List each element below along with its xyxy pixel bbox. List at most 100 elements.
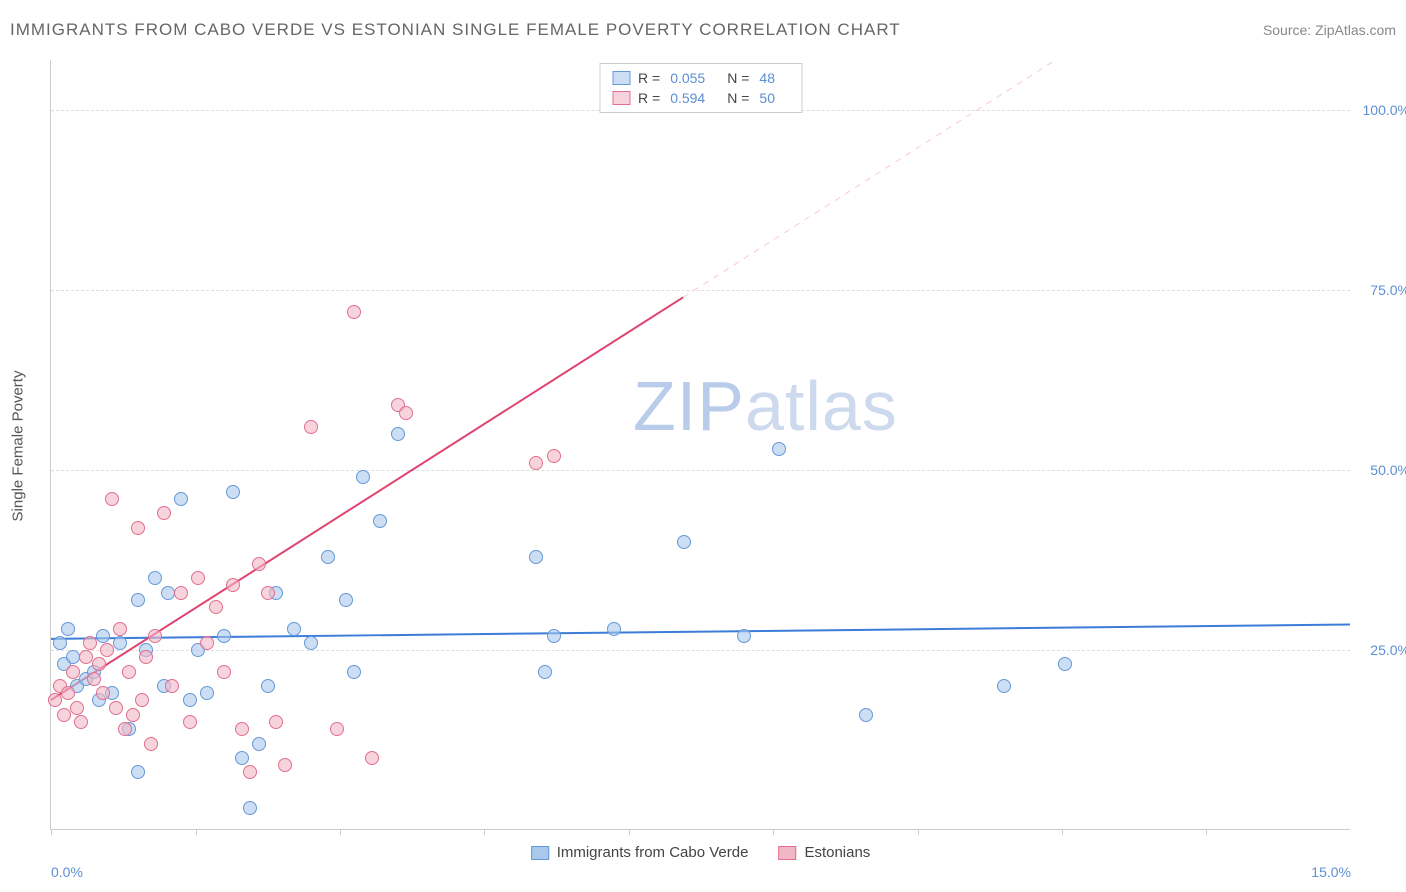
- data-point: [139, 650, 153, 664]
- data-point: [304, 420, 318, 434]
- data-point: [183, 715, 197, 729]
- data-point: [174, 586, 188, 600]
- y-tick-label: 100.0%: [1355, 102, 1406, 118]
- correlation-legend: R = 0.055 N = 48 R = 0.594 N = 50: [599, 63, 802, 113]
- data-point: [226, 485, 240, 499]
- data-point: [677, 535, 691, 549]
- data-point: [174, 492, 188, 506]
- x-tick: [340, 829, 341, 835]
- data-point: [200, 686, 214, 700]
- r-label-1: R =: [638, 70, 660, 86]
- data-point: [66, 665, 80, 679]
- data-point: [252, 737, 266, 751]
- data-point: [109, 701, 123, 715]
- n-label-2: N =: [727, 90, 749, 106]
- n-value-1: 48: [759, 70, 775, 86]
- data-point: [243, 801, 257, 815]
- data-point: [113, 622, 127, 636]
- legend-row-series-2: R = 0.594 N = 50: [612, 88, 789, 108]
- data-point: [61, 686, 75, 700]
- scatter-points: [51, 60, 1350, 829]
- data-point: [339, 593, 353, 607]
- data-point: [66, 650, 80, 664]
- data-point: [79, 650, 93, 664]
- data-point: [737, 629, 751, 643]
- data-point: [252, 557, 266, 571]
- data-point: [278, 758, 292, 772]
- data-point: [1058, 657, 1072, 671]
- data-point: [70, 701, 84, 715]
- data-point: [122, 665, 136, 679]
- series-legend: Immigrants from Cabo Verde Estonians: [531, 844, 871, 861]
- data-point: [161, 586, 175, 600]
- y-axis-label: Single Female Poverty: [10, 371, 27, 522]
- data-point: [191, 571, 205, 585]
- data-point: [200, 636, 214, 650]
- data-point: [165, 679, 179, 693]
- x-tick-label: 15.0%: [1311, 864, 1351, 880]
- data-point: [131, 765, 145, 779]
- data-point: [144, 737, 158, 751]
- data-point: [100, 643, 114, 657]
- data-point: [131, 521, 145, 535]
- data-point: [118, 722, 132, 736]
- r-value-1: 0.055: [670, 70, 705, 86]
- data-point: [243, 765, 257, 779]
- data-point: [48, 693, 62, 707]
- data-point: [183, 693, 197, 707]
- data-point: [997, 679, 1011, 693]
- data-point: [113, 636, 127, 650]
- data-point: [321, 550, 335, 564]
- data-point: [53, 636, 67, 650]
- swatch-series-2: [612, 91, 630, 105]
- data-point: [235, 751, 249, 765]
- data-point: [859, 708, 873, 722]
- data-point: [529, 550, 543, 564]
- data-point: [347, 305, 361, 319]
- data-point: [131, 593, 145, 607]
- data-point: [235, 722, 249, 736]
- y-tick-label: 75.0%: [1355, 282, 1406, 298]
- legend-item-2: Estonians: [778, 844, 870, 861]
- data-point: [547, 449, 561, 463]
- x-tick: [484, 829, 485, 835]
- data-point: [365, 751, 379, 765]
- data-point: [269, 715, 283, 729]
- data-point: [57, 708, 71, 722]
- x-tick: [773, 829, 774, 835]
- data-point: [126, 708, 140, 722]
- data-point: [529, 456, 543, 470]
- data-point: [61, 622, 75, 636]
- legend-label-2: Estonians: [804, 844, 870, 861]
- x-tick: [918, 829, 919, 835]
- data-point: [157, 506, 171, 520]
- data-point: [356, 470, 370, 484]
- data-point: [148, 629, 162, 643]
- data-point: [135, 693, 149, 707]
- r-value-2: 0.594: [670, 90, 705, 106]
- legend-item-1: Immigrants from Cabo Verde: [531, 844, 749, 861]
- x-tick: [629, 829, 630, 835]
- legend-row-series-1: R = 0.055 N = 48: [612, 68, 789, 88]
- x-tick: [51, 829, 52, 835]
- data-point: [772, 442, 786, 456]
- data-point: [607, 622, 621, 636]
- data-point: [148, 571, 162, 585]
- data-point: [96, 629, 110, 643]
- data-point: [92, 657, 106, 671]
- n-label-1: N =: [727, 70, 749, 86]
- data-point: [373, 514, 387, 528]
- r-label-2: R =: [638, 90, 660, 106]
- data-point: [304, 636, 318, 650]
- data-point: [96, 686, 110, 700]
- data-point: [287, 622, 301, 636]
- data-point: [87, 672, 101, 686]
- x-tick: [1206, 829, 1207, 835]
- data-point: [399, 406, 413, 420]
- legend-label-1: Immigrants from Cabo Verde: [557, 844, 749, 861]
- data-point: [217, 629, 231, 643]
- source-attribution: Source: ZipAtlas.com: [1263, 22, 1396, 38]
- swatch-bottom-1: [531, 846, 549, 860]
- data-point: [538, 665, 552, 679]
- y-tick-label: 25.0%: [1355, 642, 1406, 658]
